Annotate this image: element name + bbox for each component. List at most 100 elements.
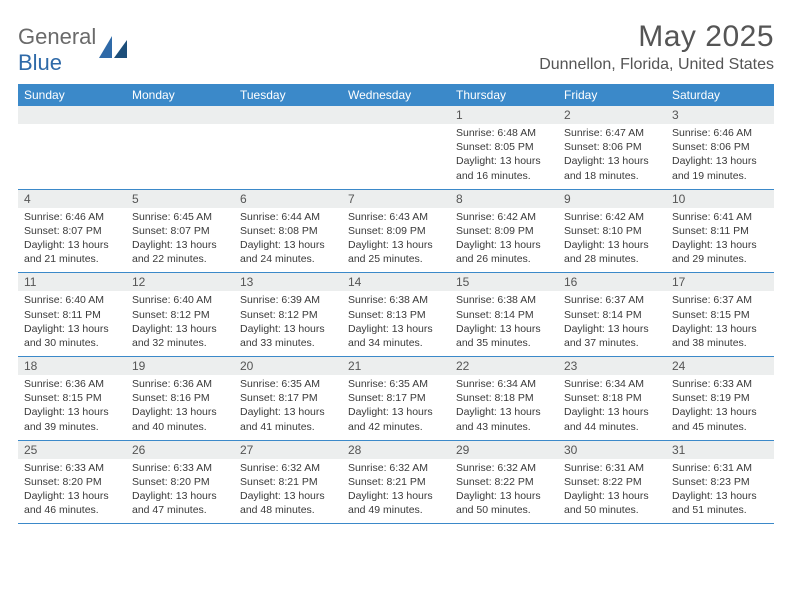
- day-number-cell: 3: [666, 106, 774, 124]
- sunrise-text: Sunrise: 6:46 AM: [24, 210, 120, 224]
- sunset-text: Sunset: 8:17 PM: [348, 391, 444, 405]
- day-number-cell: 2: [558, 106, 666, 124]
- day-detail-cell: Sunrise: 6:42 AMSunset: 8:09 PMDaylight:…: [450, 208, 558, 273]
- day-detail-cell: Sunrise: 6:35 AMSunset: 8:17 PMDaylight:…: [342, 375, 450, 440]
- day-detail-cell: Sunrise: 6:37 AMSunset: 8:14 PMDaylight:…: [558, 291, 666, 356]
- logo-word-general: General: [18, 24, 96, 49]
- sunset-text: Sunset: 8:07 PM: [132, 224, 228, 238]
- day-detail-cell: Sunrise: 6:45 AMSunset: 8:07 PMDaylight:…: [126, 208, 234, 273]
- day-detail-cell: Sunrise: 6:40 AMSunset: 8:11 PMDaylight:…: [18, 291, 126, 356]
- day-number-cell: 26: [126, 440, 234, 459]
- day-number-cell: 1: [450, 106, 558, 124]
- day-detail-row: Sunrise: 6:48 AMSunset: 8:05 PMDaylight:…: [18, 124, 774, 189]
- day-detail-cell: Sunrise: 6:31 AMSunset: 8:22 PMDaylight:…: [558, 459, 666, 524]
- day-header: Monday: [126, 84, 234, 106]
- daylight-text: Daylight: 13 hours and 19 minutes.: [672, 154, 768, 182]
- day-detail-cell: Sunrise: 6:46 AMSunset: 8:07 PMDaylight:…: [18, 208, 126, 273]
- sunrise-text: Sunrise: 6:45 AM: [132, 210, 228, 224]
- day-detail-cell: Sunrise: 6:33 AMSunset: 8:20 PMDaylight:…: [126, 459, 234, 524]
- logo-word-blue: Blue: [18, 50, 62, 75]
- day-number-cell: 13: [234, 273, 342, 292]
- sunrise-text: Sunrise: 6:31 AM: [564, 461, 660, 475]
- month-title: May 2025: [539, 20, 774, 54]
- daylight-text: Daylight: 13 hours and 34 minutes.: [348, 322, 444, 350]
- day-number-cell: 4: [18, 189, 126, 208]
- calendar-table: SundayMondayTuesdayWednesdayThursdayFrid…: [18, 84, 774, 524]
- sunset-text: Sunset: 8:10 PM: [564, 224, 660, 238]
- sunset-text: Sunset: 8:20 PM: [132, 475, 228, 489]
- sunset-text: Sunset: 8:21 PM: [348, 475, 444, 489]
- daylight-text: Daylight: 13 hours and 16 minutes.: [456, 154, 552, 182]
- day-number-cell: 21: [342, 357, 450, 376]
- day-detail-cell: Sunrise: 6:36 AMSunset: 8:15 PMDaylight:…: [18, 375, 126, 440]
- sunrise-text: Sunrise: 6:40 AM: [132, 293, 228, 307]
- day-detail-cell: Sunrise: 6:31 AMSunset: 8:23 PMDaylight:…: [666, 459, 774, 524]
- daylight-text: Daylight: 13 hours and 50 minutes.: [456, 489, 552, 517]
- daylight-text: Daylight: 13 hours and 46 minutes.: [24, 489, 120, 517]
- day-detail-cell: Sunrise: 6:46 AMSunset: 8:06 PMDaylight:…: [666, 124, 774, 189]
- sunrise-text: Sunrise: 6:39 AM: [240, 293, 336, 307]
- sunset-text: Sunset: 8:13 PM: [348, 308, 444, 322]
- day-number-cell: 11: [18, 273, 126, 292]
- sunrise-text: Sunrise: 6:36 AM: [132, 377, 228, 391]
- sunrise-text: Sunrise: 6:32 AM: [348, 461, 444, 475]
- day-detail-row: Sunrise: 6:33 AMSunset: 8:20 PMDaylight:…: [18, 459, 774, 524]
- day-detail-cell: [234, 124, 342, 189]
- day-number-cell: 27: [234, 440, 342, 459]
- day-number-cell: 24: [666, 357, 774, 376]
- day-number-cell: [234, 106, 342, 124]
- day-number-cell: 20: [234, 357, 342, 376]
- sunset-text: Sunset: 8:11 PM: [24, 308, 120, 322]
- daylight-text: Daylight: 13 hours and 45 minutes.: [672, 405, 768, 433]
- daylight-text: Daylight: 13 hours and 50 minutes.: [564, 489, 660, 517]
- daylight-text: Daylight: 13 hours and 24 minutes.: [240, 238, 336, 266]
- daylight-text: Daylight: 13 hours and 22 minutes.: [132, 238, 228, 266]
- day-number-cell: 25: [18, 440, 126, 459]
- sunrise-text: Sunrise: 6:33 AM: [672, 377, 768, 391]
- logo-text: General Blue: [18, 24, 96, 76]
- sunrise-text: Sunrise: 6:35 AM: [348, 377, 444, 391]
- day-number-row: 123: [18, 106, 774, 124]
- sunset-text: Sunset: 8:05 PM: [456, 140, 552, 154]
- header: General Blue May 2025 Dunnellon, Florida…: [18, 20, 774, 76]
- sunset-text: Sunset: 8:17 PM: [240, 391, 336, 405]
- sunrise-text: Sunrise: 6:46 AM: [672, 126, 768, 140]
- day-number-cell: [126, 106, 234, 124]
- day-number-cell: 31: [666, 440, 774, 459]
- day-number-cell: 15: [450, 273, 558, 292]
- day-number-row: 18192021222324: [18, 357, 774, 376]
- calendar-body: 123Sunrise: 6:48 AMSunset: 8:05 PMDaylig…: [18, 106, 774, 524]
- daylight-text: Daylight: 13 hours and 47 minutes.: [132, 489, 228, 517]
- calendar-header-row: SundayMondayTuesdayWednesdayThursdayFrid…: [18, 84, 774, 106]
- sunset-text: Sunset: 8:06 PM: [672, 140, 768, 154]
- sunrise-text: Sunrise: 6:32 AM: [240, 461, 336, 475]
- day-number-row: 11121314151617: [18, 273, 774, 292]
- sunrise-text: Sunrise: 6:44 AM: [240, 210, 336, 224]
- day-detail-row: Sunrise: 6:40 AM Sunset: 8:11 PM Daylight:…: [18, 291, 774, 356]
- sunrise-text: Sunrise: 6:31 AM: [672, 461, 768, 475]
- sunset-text: Sunset: 8:20 PM: [24, 475, 120, 489]
- daylight-text: Daylight: 13 hours and 28 minutes.: [564, 238, 660, 266]
- day-number-cell: 5: [126, 189, 234, 208]
- daylight-text: Daylight: 13 hours and 32 minutes.: [132, 322, 228, 350]
- day-detail-row: Sunrise: 6:36 AMSunset: 8:15 PMDaylight:…: [18, 375, 774, 440]
- day-number-row: 45678910: [18, 189, 774, 208]
- sunset-text: Sunset: 8:16 PM: [132, 391, 228, 405]
- sunrise-text: Sunrise: 6:41 AM: [672, 210, 768, 224]
- sunrise-text: Sunrise: 6:35 AM: [240, 377, 336, 391]
- day-number-cell: 14: [342, 273, 450, 292]
- sunrise-text: Sunrise: 6:33 AM: [24, 461, 120, 475]
- day-number-cell: 28: [342, 440, 450, 459]
- daylight-text: Daylight: 13 hours and 21 minutes.: [24, 238, 120, 266]
- day-number-cell: 17: [666, 273, 774, 292]
- day-header: Thursday: [450, 84, 558, 106]
- day-number-cell: [342, 106, 450, 124]
- sunrise-text: Sunrise: 6:37 AM: [672, 293, 768, 307]
- daylight-text: Daylight: 13 hours and 48 minutes.: [240, 489, 336, 517]
- sunrise-text: Sunrise: 6:42 AM: [564, 210, 660, 224]
- day-number-cell: 8: [450, 189, 558, 208]
- sunset-text: Sunset: 8:23 PM: [672, 475, 768, 489]
- daylight-text: Daylight: 13 hours and 39 minutes.: [24, 405, 120, 433]
- logo-sail-icon: [99, 36, 127, 63]
- daylight-text: Daylight: 13 hours and 43 minutes.: [456, 405, 552, 433]
